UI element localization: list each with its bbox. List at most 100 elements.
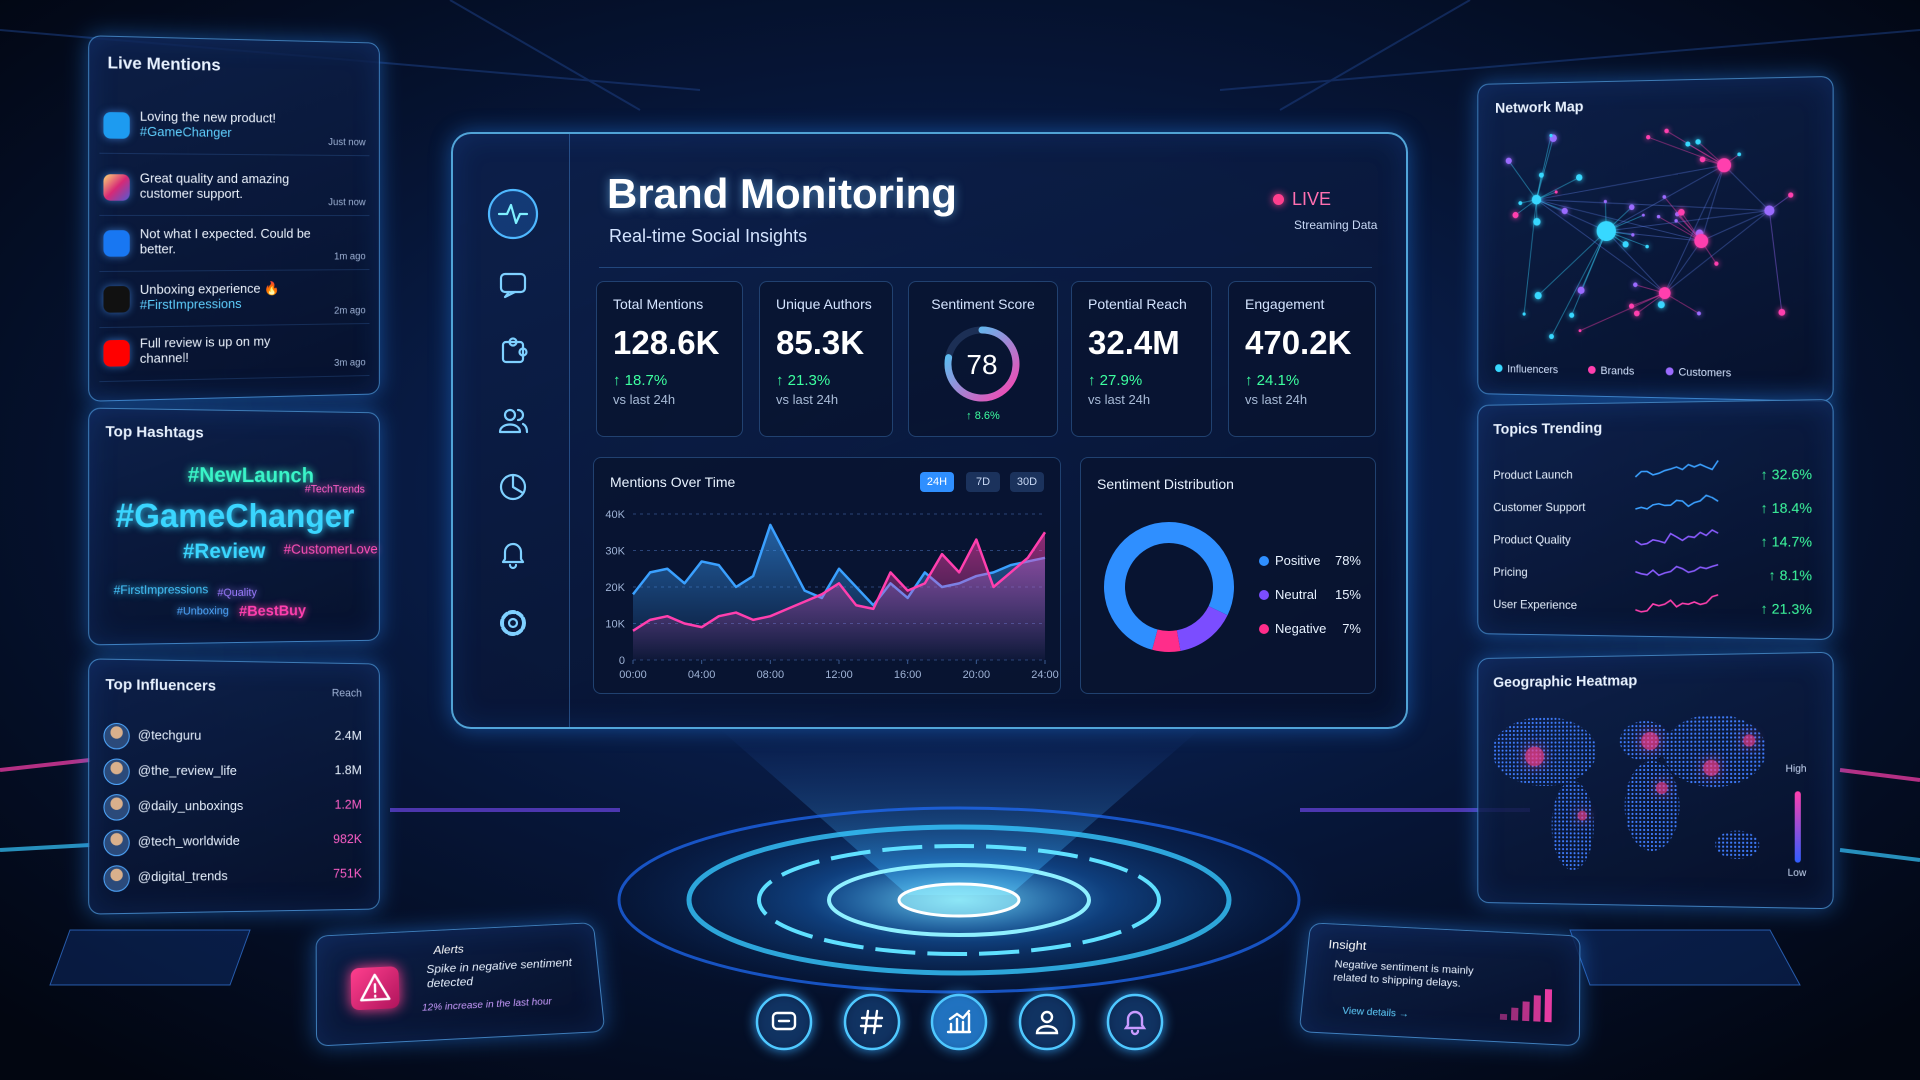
mention-tag: #GameChanger bbox=[139, 123, 232, 140]
mention-item: Not what I expected. Could be better. 1m … bbox=[99, 221, 370, 273]
topic-name: Product Quality bbox=[1493, 532, 1571, 547]
network-node bbox=[1534, 291, 1542, 300]
live-dot bbox=[1273, 194, 1284, 205]
kpi-label: Potential Reach bbox=[1088, 296, 1187, 312]
network-node bbox=[1658, 287, 1671, 300]
mention-body: Loving the new product! bbox=[139, 108, 276, 126]
network-node bbox=[1628, 204, 1635, 211]
topic-change: ↑ 14.7% bbox=[1760, 533, 1813, 550]
insight-bar-icon bbox=[1510, 1007, 1519, 1021]
network-edge bbox=[1688, 144, 1724, 166]
network-edge bbox=[1665, 165, 1724, 293]
alert-icon bbox=[350, 966, 400, 1011]
sidebar-icon[interactable] bbox=[501, 337, 528, 364]
network-edge bbox=[1605, 202, 1606, 232]
hashtag: #NewLaunch bbox=[187, 463, 314, 487]
kpi-change: ↑ 8.6% bbox=[966, 410, 1000, 422]
continent bbox=[1551, 780, 1594, 871]
legend-label: Customers bbox=[1678, 366, 1731, 379]
network-node bbox=[1641, 213, 1645, 217]
icon-puzzle bbox=[501, 340, 525, 364]
kpi-note: vs last 24h bbox=[1245, 392, 1308, 407]
hashtag: #Quality bbox=[217, 586, 257, 599]
sparkline bbox=[1635, 495, 1718, 509]
range-button[interactable]: 30D bbox=[1010, 472, 1044, 492]
sparkline bbox=[1635, 564, 1718, 576]
influencer-handle: @digital_trends bbox=[137, 868, 228, 885]
network-node bbox=[1531, 194, 1542, 205]
network-node bbox=[1664, 128, 1669, 134]
sidebar-icon[interactable] bbox=[501, 542, 525, 570]
sidebar-icon[interactable] bbox=[487, 188, 539, 240]
alert-title: Alerts bbox=[433, 942, 465, 957]
panel-graphics bbox=[1492, 713, 1801, 871]
sidebar-icon[interactable] bbox=[499, 272, 527, 299]
legend-dot bbox=[1495, 364, 1503, 373]
network-edge bbox=[1699, 233, 1701, 241]
top-hashtags-panel: Top Hashtags #NewLaunch #TechTrends #GameCh… bbox=[88, 407, 380, 646]
main-panel: Brand Monitoring Real-time Social Insight… bbox=[451, 132, 1408, 729]
kpi-value: 128.6K bbox=[613, 324, 720, 361]
insight-card: Insight Negative sentiment is mainly rela… bbox=[1298, 922, 1581, 1047]
network-node bbox=[1646, 135, 1651, 140]
hotspot bbox=[1525, 746, 1545, 767]
network-edge bbox=[1536, 175, 1541, 200]
sidebar-icon[interactable] bbox=[499, 473, 527, 501]
kpi-card: Sentiment Score ↑ 8.6% bbox=[908, 281, 1058, 437]
network-edge bbox=[1516, 200, 1537, 215]
panel-title: Network Map bbox=[1495, 98, 1584, 117]
sidebar-icon[interactable] bbox=[500, 610, 526, 636]
insight-bar-icon bbox=[1533, 995, 1541, 1022]
mention-time: 3m ago bbox=[334, 357, 366, 369]
icon-bell bbox=[501, 542, 525, 570]
platform-icon bbox=[103, 339, 130, 367]
mention-time: 1m ago bbox=[334, 251, 366, 263]
influencer-handle: @the_review_life bbox=[137, 762, 237, 778]
heat-scale bbox=[1794, 791, 1801, 863]
network-node bbox=[1657, 301, 1665, 309]
network-edge bbox=[1606, 207, 1631, 231]
range-button[interactable]: 24H bbox=[920, 472, 954, 492]
alert-card: Alerts Spike in negative sentiment detect… bbox=[315, 922, 606, 1047]
sparkline bbox=[1635, 460, 1718, 476]
topic-change: ↑ 32.6% bbox=[1760, 465, 1813, 483]
range-button[interactable]: 7D bbox=[966, 472, 1000, 492]
mention-text: Full review is up on my channel! bbox=[140, 333, 316, 366]
chart-title: Mentions Over Time bbox=[610, 474, 736, 490]
mention-tag: #FirstImpressions bbox=[139, 295, 242, 313]
chart-title: Sentiment Distribution bbox=[1097, 476, 1234, 492]
network-edge bbox=[1677, 214, 1701, 241]
network-edge bbox=[1701, 211, 1769, 242]
network-edge bbox=[1703, 159, 1725, 165]
network-edge bbox=[1551, 231, 1606, 337]
hotspot bbox=[1577, 810, 1588, 821]
legend-value: 7% bbox=[1342, 621, 1361, 636]
network-edge bbox=[1580, 292, 1665, 331]
icon-puzzle-knob bbox=[508, 337, 518, 347]
network-node bbox=[1695, 229, 1704, 238]
network-edge bbox=[1667, 130, 1725, 166]
network-edge bbox=[1698, 141, 1724, 165]
topic-change: ↑ 21.3% bbox=[1760, 600, 1813, 618]
hashtag: #FirstImpressions bbox=[113, 582, 209, 598]
panel-title: Topics Trending bbox=[1493, 419, 1603, 438]
avatar bbox=[103, 865, 130, 892]
kpi-value: 470.2K bbox=[1245, 324, 1352, 361]
legend-label: Negative bbox=[1275, 621, 1327, 636]
scale-low: Low bbox=[1787, 867, 1807, 880]
legend-dot bbox=[1259, 590, 1269, 600]
network-edge bbox=[1536, 199, 1564, 211]
network-edge bbox=[1509, 161, 1537, 200]
kpi-note: vs last 24h bbox=[613, 392, 676, 407]
sidebar-divider bbox=[569, 134, 570, 727]
kpi-change: ↑ 27.9% bbox=[1088, 372, 1143, 389]
avatar bbox=[103, 722, 130, 750]
icon-pulse bbox=[497, 203, 529, 225]
network-edge bbox=[1606, 231, 1701, 241]
icon-puzzle-knob bbox=[518, 347, 528, 357]
network-node bbox=[1674, 219, 1678, 223]
sidebar-icon[interactable] bbox=[498, 408, 529, 434]
legend-value: 78% bbox=[1334, 553, 1361, 568]
network-node bbox=[1554, 190, 1558, 194]
